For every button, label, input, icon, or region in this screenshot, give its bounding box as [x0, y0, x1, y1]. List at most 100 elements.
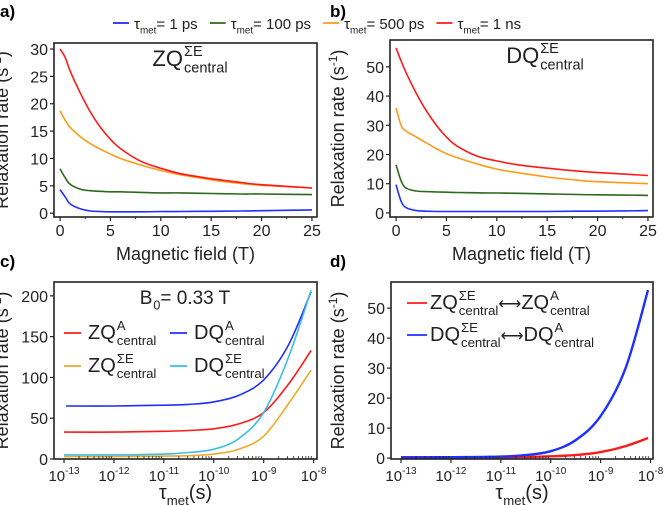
x-tick-label: 10 -10 — [535, 466, 567, 485]
panel-letter: c) — [0, 252, 15, 271]
legend-label-1-2-sub: central — [555, 335, 595, 350]
y-axis-label-text: Relaxation rate (s-1) — [326, 292, 348, 450]
x-tick-base: 10 — [301, 468, 318, 485]
legend-label-0-2-sup: A — [550, 288, 559, 303]
x-tick-label: 15 — [538, 223, 556, 240]
x-tick-label: 20 — [253, 223, 271, 240]
legend-label-1-sub: met — [237, 26, 254, 37]
x-tick-label: 10 -8 — [301, 466, 327, 485]
y-axis-label: Relaxation rate (s-1) — [326, 50, 348, 208]
legend-label-3-sub: central — [225, 366, 265, 381]
panel-b: b) 0 5 10 15 20 25 0 10 20 30 40 50 Relaxation rate (… — [326, 2, 657, 264]
y-tick-label: 50 — [30, 411, 48, 428]
legend-label-1-0-sub: central — [461, 335, 501, 350]
y-tick-label: 30 — [30, 42, 48, 59]
legend-label-0-text: = 1 ps — [156, 16, 197, 33]
legend-label-0-0-base: ZQ — [430, 292, 458, 314]
series-line-2 — [63, 369, 312, 458]
legend-label-1-text: = 100 ps — [253, 16, 311, 33]
x-tick-exp: -11 — [165, 466, 179, 477]
y-tick-label: 40 — [367, 331, 385, 348]
y-tick-label: 10 — [367, 421, 385, 438]
x-tick-label: 5 — [106, 223, 115, 240]
x-tick-exp: -8 — [317, 466, 326, 477]
x-tick-label: 10 -10 — [198, 466, 230, 485]
y-label-text: Relaxation rate (s — [328, 66, 348, 207]
plot-frame — [389, 39, 654, 218]
series-line-1 — [66, 291, 312, 407]
x-axis-label-sub: met — [503, 493, 525, 505]
y-tick-label: 0 — [39, 206, 48, 223]
panel-letter: d) — [330, 252, 346, 271]
series-line-1 — [59, 168, 313, 196]
annotation-sup: ΣE — [184, 44, 203, 60]
top-legend: τ met = 1 ps τ met = 100 ps τ met = 500 ps τ me… — [113, 16, 521, 37]
y-label-sup: -1 — [326, 55, 340, 66]
legend-label-0-sub: central — [117, 333, 157, 348]
x-tick-exp: -10 — [215, 466, 230, 477]
legend-label-0-2-sub: central — [550, 303, 590, 318]
x-axis-label-text: (s) — [525, 482, 548, 504]
x-tick-base: 10 — [435, 468, 452, 485]
legend-label-1-sub: central — [225, 333, 265, 348]
legend-label-1-2-base: DQ — [524, 324, 554, 346]
y-label-text: Relaxation rate (s — [0, 308, 12, 449]
x-axis-label-tau: τ — [159, 482, 167, 504]
legend-label-0-tau: τ — [134, 16, 140, 33]
x-tick-exp: -13 — [65, 466, 80, 477]
annotation-sub: central — [540, 58, 584, 74]
y-tick-label: 40 — [366, 89, 384, 106]
x-tick-label: 10 -13 — [48, 466, 80, 485]
x-tick-label: 10 — [488, 223, 506, 240]
panel-a: a) 0 5 10 15 20 25 0 5 10 15 20 25 30 Relaxation rate … — [0, 2, 321, 264]
x-tick-base: 10 — [48, 468, 65, 485]
legend-label-0-0-sub: central — [459, 303, 499, 318]
x-tick-exp: -8 — [654, 466, 663, 477]
x-tick-base: 10 — [98, 468, 115, 485]
plot-frame — [53, 42, 318, 218]
series-line-3 — [59, 48, 313, 189]
y-label-text: Relaxation rate (s — [328, 308, 348, 449]
panel-letter: b) — [330, 2, 346, 21]
panel-c: c)10 -13 10 -12 10 -11 10 -10 10 -9 10 -80501001502… — [0, 252, 327, 505]
y-axis-label-text: Relaxation rate (s-1) — [0, 51, 12, 209]
x-tick-exp: -13 — [402, 466, 417, 477]
series-line-3 — [395, 47, 649, 177]
y-tick-label: 10 — [30, 151, 48, 168]
y-label-tail: ) — [0, 51, 12, 57]
x-tick-label: 10 -11 — [149, 466, 180, 485]
y-tick-label: 50 — [366, 60, 384, 77]
y-tick-label: 5 — [39, 179, 48, 196]
y-axis-label: Relaxation rate (s-1) — [326, 292, 348, 450]
y-tick-label: 0 — [376, 451, 385, 468]
x-tick-label: 10 -12 — [435, 466, 467, 485]
x-tick-label: 0 — [392, 223, 401, 240]
y-label-tail: ) — [328, 50, 348, 56]
series-line-1 — [400, 289, 650, 459]
y-label-tail: ) — [328, 292, 348, 298]
x-tick-base: 10 — [486, 468, 503, 485]
x-tick-base: 10 — [535, 468, 552, 485]
x-tick-base: 10 — [198, 468, 215, 485]
x-tick-label: 0 — [56, 223, 65, 240]
x-tick-exp: -10 — [552, 466, 567, 477]
legend-label-2-sub: met — [350, 26, 367, 37]
annotation-text: = 0.33 T — [160, 288, 230, 309]
annotation-base: DQ — [506, 43, 539, 68]
legend-label-0-base: ZQ — [88, 322, 116, 344]
legend-label-1-0-sup: ΣE — [461, 320, 478, 335]
legend-label-2-base: ZQ — [88, 355, 116, 377]
plot-frame — [53, 281, 318, 460]
x-tick-label: 10 -12 — [98, 466, 130, 485]
y-tick-label: 10 — [366, 177, 384, 194]
x-tick-label: 10 -11 — [486, 466, 517, 485]
legend-label-1-sup: A — [225, 318, 234, 333]
y-label-sup: -1 — [326, 297, 340, 308]
x-tick-label: 10 -9 — [588, 466, 614, 485]
x-tick-exp: -9 — [605, 466, 614, 477]
x-tick-base: 10 — [638, 468, 655, 485]
panel-letter: a) — [0, 2, 15, 21]
